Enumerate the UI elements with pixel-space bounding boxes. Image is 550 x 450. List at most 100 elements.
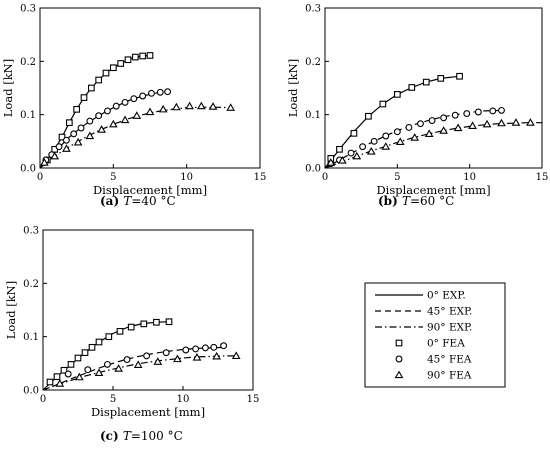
data-point-triangle <box>94 368 104 377</box>
data-point-square <box>95 76 103 84</box>
data-point-circle <box>143 352 151 360</box>
legend-marker-triangle <box>394 370 404 379</box>
data-point-triangle <box>62 144 71 152</box>
data-point-square <box>87 84 95 92</box>
data-point-triangle <box>453 123 463 132</box>
data-point-square <box>65 119 73 127</box>
legend-label: 0° EXP. <box>427 290 466 302</box>
data-point-circle <box>86 117 94 125</box>
data-point-triangle <box>212 351 221 360</box>
data-point-circle <box>62 136 70 144</box>
legend-frame <box>364 282 506 388</box>
data-point-square <box>437 75 445 82</box>
data-point-triangle <box>50 151 60 160</box>
legend-label: 45° EXP. <box>427 306 472 318</box>
data-point-square <box>95 338 103 346</box>
y-tick-label: 0.0 <box>305 164 321 175</box>
data-point-circle <box>210 343 218 351</box>
data-point-circle <box>70 130 78 138</box>
data-point-triangle <box>132 111 142 119</box>
data-point-square <box>46 378 54 386</box>
data-point-triangle <box>381 142 391 150</box>
data-point-square <box>365 112 372 120</box>
y-axis-label: Load [kN] <box>4 281 18 339</box>
data-point-triangle <box>73 137 83 146</box>
data-point-circle <box>156 88 164 96</box>
data-point-square <box>139 52 147 60</box>
data-point-circle <box>474 108 482 116</box>
x-tick-label: 15 <box>247 394 260 405</box>
series-markers-triangle <box>40 101 236 166</box>
series-line-3 <box>42 355 239 391</box>
data-point-circle <box>164 88 172 96</box>
data-point-circle <box>95 112 103 120</box>
legend-label: 90° FEA <box>427 370 472 382</box>
data-point-circle <box>359 143 367 151</box>
chart-panel-3: 0 5 10 15 0.0 0.1 0.2 0.3 Displacement [mm] Load … <box>4 226 259 444</box>
y-tick-label: 0.1 <box>305 110 321 121</box>
data-point-triangle <box>352 151 362 160</box>
data-point-triangle <box>192 352 202 361</box>
data-point-circle <box>440 114 448 122</box>
data-point-circle <box>64 370 72 378</box>
y-tick-label: 0.3 <box>23 226 39 237</box>
data-point-square <box>165 318 173 326</box>
data-point-triangle <box>108 119 118 128</box>
data-point-square <box>350 129 358 137</box>
data-point-circle <box>370 137 378 145</box>
data-point-triangle <box>439 126 448 134</box>
panel-caption: (b) T=60 °C <box>378 194 454 208</box>
data-point-triangle <box>173 354 182 363</box>
data-point-circle <box>162 349 170 357</box>
data-point-square <box>88 343 96 351</box>
legend-item: 45° EXP. <box>375 306 472 318</box>
y-tick-label: 0.0 <box>23 386 39 397</box>
y-tick-label: 0.1 <box>23 332 39 343</box>
y-tick-label: 0.3 <box>305 4 321 15</box>
data-point-circle <box>347 149 355 157</box>
y-tick-label: 0.1 <box>20 110 36 121</box>
data-point-square <box>153 318 160 326</box>
caption-letter: (b) <box>378 194 402 208</box>
x-tick-label: 0 <box>322 172 328 183</box>
data-point-square <box>109 64 117 72</box>
x-tick-label: 5 <box>110 172 116 183</box>
data-point-square <box>408 84 416 91</box>
legend-label: 90° EXP. <box>427 322 472 334</box>
data-point-square <box>127 323 135 331</box>
data-point-circle <box>121 98 129 106</box>
plot-frame <box>324 7 543 169</box>
x-tick-label: 10 <box>180 172 193 183</box>
x-tick-label: 15 <box>536 172 549 183</box>
data-point-circle <box>148 89 155 97</box>
series-line-3 <box>324 122 542 169</box>
legend-item: 90° EXP. <box>375 322 472 334</box>
x-tick-label: 5 <box>394 172 400 183</box>
data-point-circle <box>201 344 209 352</box>
data-point-circle <box>382 132 390 140</box>
series-line-3 <box>39 106 231 169</box>
x-tick-label: 5 <box>110 394 116 405</box>
caption-variable: T <box>402 194 411 208</box>
caption-value: =100 °C <box>131 429 183 443</box>
caption-letter: (c) <box>100 429 123 443</box>
x-tick-label: 0 <box>37 172 43 183</box>
caption-letter: (a) <box>100 194 123 208</box>
data-point-triangle <box>196 101 206 110</box>
data-point-circle <box>84 366 92 374</box>
data-point-circle <box>220 342 228 350</box>
y-axis-label: Load [kN] <box>286 59 300 117</box>
x-axis-label: Displacement [mm] <box>93 183 207 197</box>
y-tick-label: 0.2 <box>305 57 321 68</box>
data-point-triangle <box>172 102 181 111</box>
legend-label: 0° FEA <box>427 338 465 350</box>
data-point-triangle <box>120 115 130 124</box>
data-point-square <box>140 320 148 328</box>
chart-panel-2: 0 5 10 15 0.0 0.1 0.2 0.3 Displacement [mm] Load … <box>286 4 548 209</box>
data-point-square <box>116 327 124 335</box>
data-point-circle <box>405 124 413 131</box>
plot-frame <box>39 7 261 169</box>
data-point-square <box>393 91 401 98</box>
data-point-square <box>336 145 343 153</box>
